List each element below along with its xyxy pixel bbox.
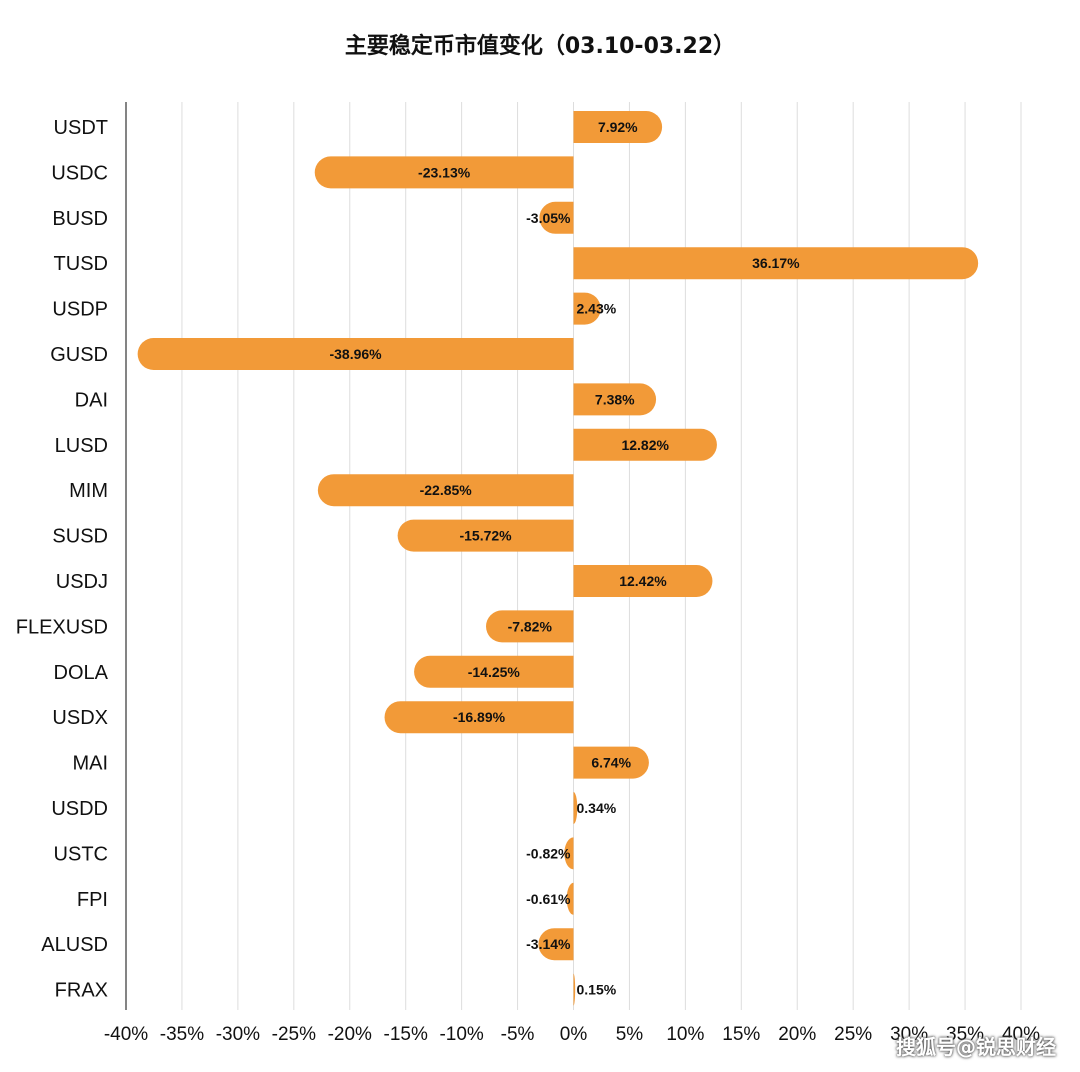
- category-label: USDC: [51, 162, 108, 184]
- bar-frax: [573, 973, 576, 1006]
- x-tick-label: 35%: [946, 1024, 984, 1045]
- bar-gusd: [137, 338, 574, 370]
- x-tick-label: 30%: [890, 1024, 928, 1045]
- data-label: 12.42%: [619, 573, 667, 589]
- category-label: LUSD: [55, 435, 108, 457]
- grid-lines: [181, 102, 1022, 1010]
- data-label: -23.13%: [418, 164, 471, 180]
- data-label: 7.92%: [598, 119, 638, 135]
- x-tick-label: 15%: [722, 1024, 760, 1045]
- bar-dola: [414, 655, 574, 688]
- x-tick-label: -5%: [501, 1024, 535, 1045]
- data-label: -16.89%: [453, 709, 506, 725]
- bar-usdt: [573, 111, 663, 143]
- bar-lusd: [573, 428, 717, 461]
- bar-flexusd: [486, 610, 574, 643]
- x-tick-label: 10%: [666, 1024, 704, 1045]
- x-tick-label: -35%: [160, 1024, 204, 1045]
- data-label: -3.05%: [526, 210, 571, 226]
- bar-alusd: [538, 928, 574, 961]
- data-label: 6.74%: [591, 755, 631, 771]
- category-label: MIM: [69, 480, 108, 502]
- category-label: DOLA: [54, 662, 109, 684]
- bar-usdc: [314, 156, 574, 189]
- category-label: DAI: [75, 389, 108, 411]
- bar-dai: [573, 383, 657, 416]
- category-label: USDT: [54, 117, 108, 139]
- data-label: -15.72%: [459, 528, 512, 544]
- category-label: FPI: [77, 889, 108, 911]
- x-tick-label: 5%: [616, 1024, 644, 1045]
- category-label: USDD: [51, 798, 108, 820]
- data-label: 7.38%: [595, 391, 635, 407]
- chart-title: 主要稳定币市值变化（03.10-03.22）: [344, 34, 736, 59]
- category-label: MAI: [72, 753, 108, 775]
- bar-usdp: [573, 292, 601, 325]
- x-tick-label: 0%: [560, 1024, 588, 1045]
- bar-usdx: [384, 701, 574, 734]
- data-label: -38.96%: [329, 346, 382, 362]
- bars: [137, 111, 979, 1006]
- x-tick-label: 40%: [1002, 1024, 1040, 1045]
- category-label: TUSD: [54, 253, 108, 275]
- data-label: -14.25%: [468, 664, 521, 680]
- category-label: BUSD: [52, 208, 108, 230]
- x-tick-label: -25%: [272, 1024, 316, 1045]
- bar-usdd: [573, 792, 578, 824]
- x-tick-label: -10%: [439, 1024, 483, 1045]
- category-label: FLEXUSD: [16, 616, 108, 638]
- category-label: SUSD: [52, 526, 108, 548]
- watermark-text: 搜狐号@锐思财经: [896, 1035, 1056, 1059]
- bar-usdj: [573, 565, 713, 597]
- bar-susd: [397, 519, 574, 552]
- axes: -40% -35% -30% -25% -20% -15% -10% -5% 0% 5% 10% 15…: [16, 102, 1040, 1045]
- data-label: -3.14%: [526, 936, 571, 952]
- x-tick-label: -40%: [104, 1024, 148, 1045]
- bar-tusd: [573, 247, 979, 280]
- x-tick-label: 25%: [834, 1024, 872, 1045]
- category-label: USTC: [54, 843, 108, 865]
- x-tick-label: -30%: [216, 1024, 260, 1045]
- category-label: FRAX: [55, 980, 108, 1002]
- x-tick-label: -15%: [384, 1024, 428, 1045]
- category-label: USDP: [52, 299, 108, 321]
- category-label: USDJ: [56, 571, 108, 593]
- data-label: -0.82%: [526, 845, 571, 861]
- data-label: 2.43%: [577, 301, 617, 317]
- bar-mim: [317, 474, 574, 507]
- data-label: 36.17%: [752, 255, 800, 271]
- x-tick-label: -20%: [328, 1024, 372, 1045]
- category-label: USDX: [52, 707, 108, 729]
- category-label: ALUSD: [41, 934, 108, 956]
- data-label: -22.85%: [420, 482, 473, 498]
- data-labels: 7.92% -23.13% -3.05% 36.17% 2.43% -38.96% 7.38…: [329, 119, 800, 998]
- bar-ustc: [564, 837, 574, 870]
- data-label: -7.82%: [508, 618, 553, 634]
- bar-busd: [539, 201, 574, 234]
- x-tick-label: 20%: [778, 1024, 816, 1045]
- bar-mai: [573, 746, 649, 779]
- category-label: GUSD: [50, 344, 108, 366]
- data-label: 0.15%: [577, 982, 617, 998]
- data-label: 0.34%: [577, 800, 617, 816]
- bar-fpi: [566, 882, 574, 915]
- data-label: 12.82%: [621, 437, 669, 453]
- data-label: -0.61%: [526, 891, 571, 907]
